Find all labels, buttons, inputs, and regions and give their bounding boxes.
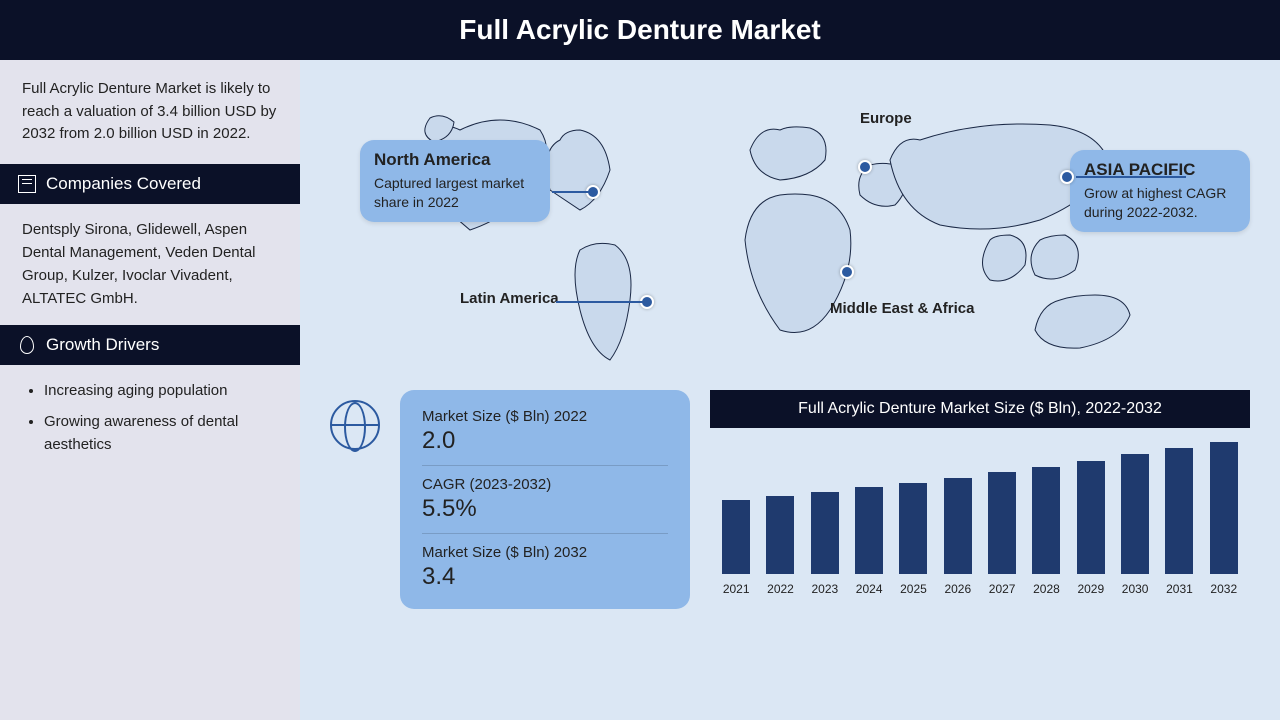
page-title: Full Acrylic Denture Market xyxy=(0,0,1280,60)
bar xyxy=(722,500,750,574)
label-europe: Europe xyxy=(860,110,912,127)
bar-label: 2021 xyxy=(723,582,750,596)
bar xyxy=(1210,442,1238,574)
drivers-header: Growth Drivers xyxy=(0,325,300,365)
bar-label: 2030 xyxy=(1122,582,1149,596)
bar xyxy=(1077,461,1105,574)
leader-na xyxy=(552,191,590,193)
leader-la xyxy=(556,301,644,303)
stat-value: 5.5% xyxy=(422,495,668,523)
driver-item: Growing awareness of dental aesthetics xyxy=(44,410,278,457)
bar-label: 2025 xyxy=(900,582,927,596)
callout-north-america: North America Captured largest market sh… xyxy=(360,140,550,222)
bar xyxy=(1121,454,1149,574)
bar xyxy=(766,496,794,574)
bar-column: 2030 xyxy=(1113,454,1157,596)
chart-title: Full Acrylic Denture Market Size ($ Bln)… xyxy=(710,390,1250,428)
bar xyxy=(1032,467,1060,574)
bar xyxy=(1165,448,1193,574)
companies-body: Dentsply Sirona, Glidewell, Aspen Dental… xyxy=(0,204,300,325)
bar-column: 2031 xyxy=(1157,448,1201,596)
bar-label: 2022 xyxy=(767,582,794,596)
bar xyxy=(944,478,972,574)
bar-label: 2026 xyxy=(944,582,971,596)
flame-icon xyxy=(18,336,36,354)
stat-label: CAGR (2023-2032) xyxy=(422,476,668,493)
drivers-header-label: Growth Drivers xyxy=(46,335,159,355)
bar-column: 2032 xyxy=(1202,442,1246,596)
stats-card: Market Size ($ Bln) 2022 2.0 CAGR (2023-… xyxy=(400,390,690,609)
bar-label: 2023 xyxy=(811,582,838,596)
bar xyxy=(811,492,839,574)
main-container: Full Acrylic Denture Market is likely to… xyxy=(0,60,1280,720)
bar-chart: Full Acrylic Denture Market Size ($ Bln)… xyxy=(710,390,1250,609)
companies-header-label: Companies Covered xyxy=(46,174,201,194)
leader-ap xyxy=(1076,176,1186,178)
callout-asia-pacific: ASIA PACIFIC Grow at highest CAGR during… xyxy=(1070,150,1250,232)
bar xyxy=(855,487,883,574)
globe-icon xyxy=(330,400,380,450)
bar-label: 2024 xyxy=(856,582,883,596)
chart-bars: 2021 2022 2023 2024 2025 2026 2027 2028 2029 2030… xyxy=(710,446,1250,596)
bar-column: 2029 xyxy=(1069,461,1113,596)
bar-label: 2032 xyxy=(1210,582,1237,596)
stat-row: CAGR (2023-2032) 5.5% xyxy=(422,476,668,534)
bar xyxy=(899,483,927,574)
bar-label: 2031 xyxy=(1166,582,1193,596)
companies-header: Companies Covered xyxy=(0,164,300,204)
dot-eu xyxy=(858,160,872,174)
bar xyxy=(988,472,1016,574)
ap-text: Grow at highest CAGR during 2022-2032. xyxy=(1084,184,1236,222)
bar-label: 2029 xyxy=(1077,582,1104,596)
building-icon xyxy=(18,175,36,193)
bar-column: 2021 xyxy=(714,500,758,596)
intro-text: Full Acrylic Denture Market is likely to… xyxy=(0,60,300,164)
bar-column: 2027 xyxy=(980,472,1024,596)
bar-column: 2028 xyxy=(1024,467,1068,596)
driver-item: Increasing aging population xyxy=(44,379,278,402)
bottom-row: Market Size ($ Bln) 2022 2.0 CAGR (2023-… xyxy=(320,390,1260,609)
dot-mea xyxy=(840,265,854,279)
bar-label: 2028 xyxy=(1033,582,1060,596)
sidebar: Full Acrylic Denture Market is likely to… xyxy=(0,60,300,720)
bar-column: 2022 xyxy=(758,496,802,596)
label-latin-america: Latin America xyxy=(460,290,559,307)
drivers-list: Increasing aging population Growing awar… xyxy=(22,379,278,457)
world-map: North America Captured largest market sh… xyxy=(320,70,1260,380)
bar-column: 2023 xyxy=(803,492,847,596)
drivers-body: Increasing aging population Growing awar… xyxy=(0,365,300,479)
na-text: Captured largest market share in 2022 xyxy=(374,174,536,212)
stat-label: Market Size ($ Bln) 2032 xyxy=(422,544,668,561)
stat-value: 3.4 xyxy=(422,563,668,591)
main-panel: North America Captured largest market sh… xyxy=(300,60,1280,720)
na-title: North America xyxy=(374,150,536,170)
bar-column: 2024 xyxy=(847,487,891,596)
dot-ap xyxy=(1060,170,1074,184)
stat-value: 2.0 xyxy=(422,427,668,455)
label-mea: Middle East & Africa xyxy=(830,300,974,317)
bar-column: 2026 xyxy=(936,478,980,596)
stat-label: Market Size ($ Bln) 2022 xyxy=(422,408,668,425)
stat-row: Market Size ($ Bln) 2022 2.0 xyxy=(422,408,668,466)
stat-row: Market Size ($ Bln) 2032 3.4 xyxy=(422,544,668,591)
bar-column: 2025 xyxy=(891,483,935,596)
bar-label: 2027 xyxy=(989,582,1016,596)
